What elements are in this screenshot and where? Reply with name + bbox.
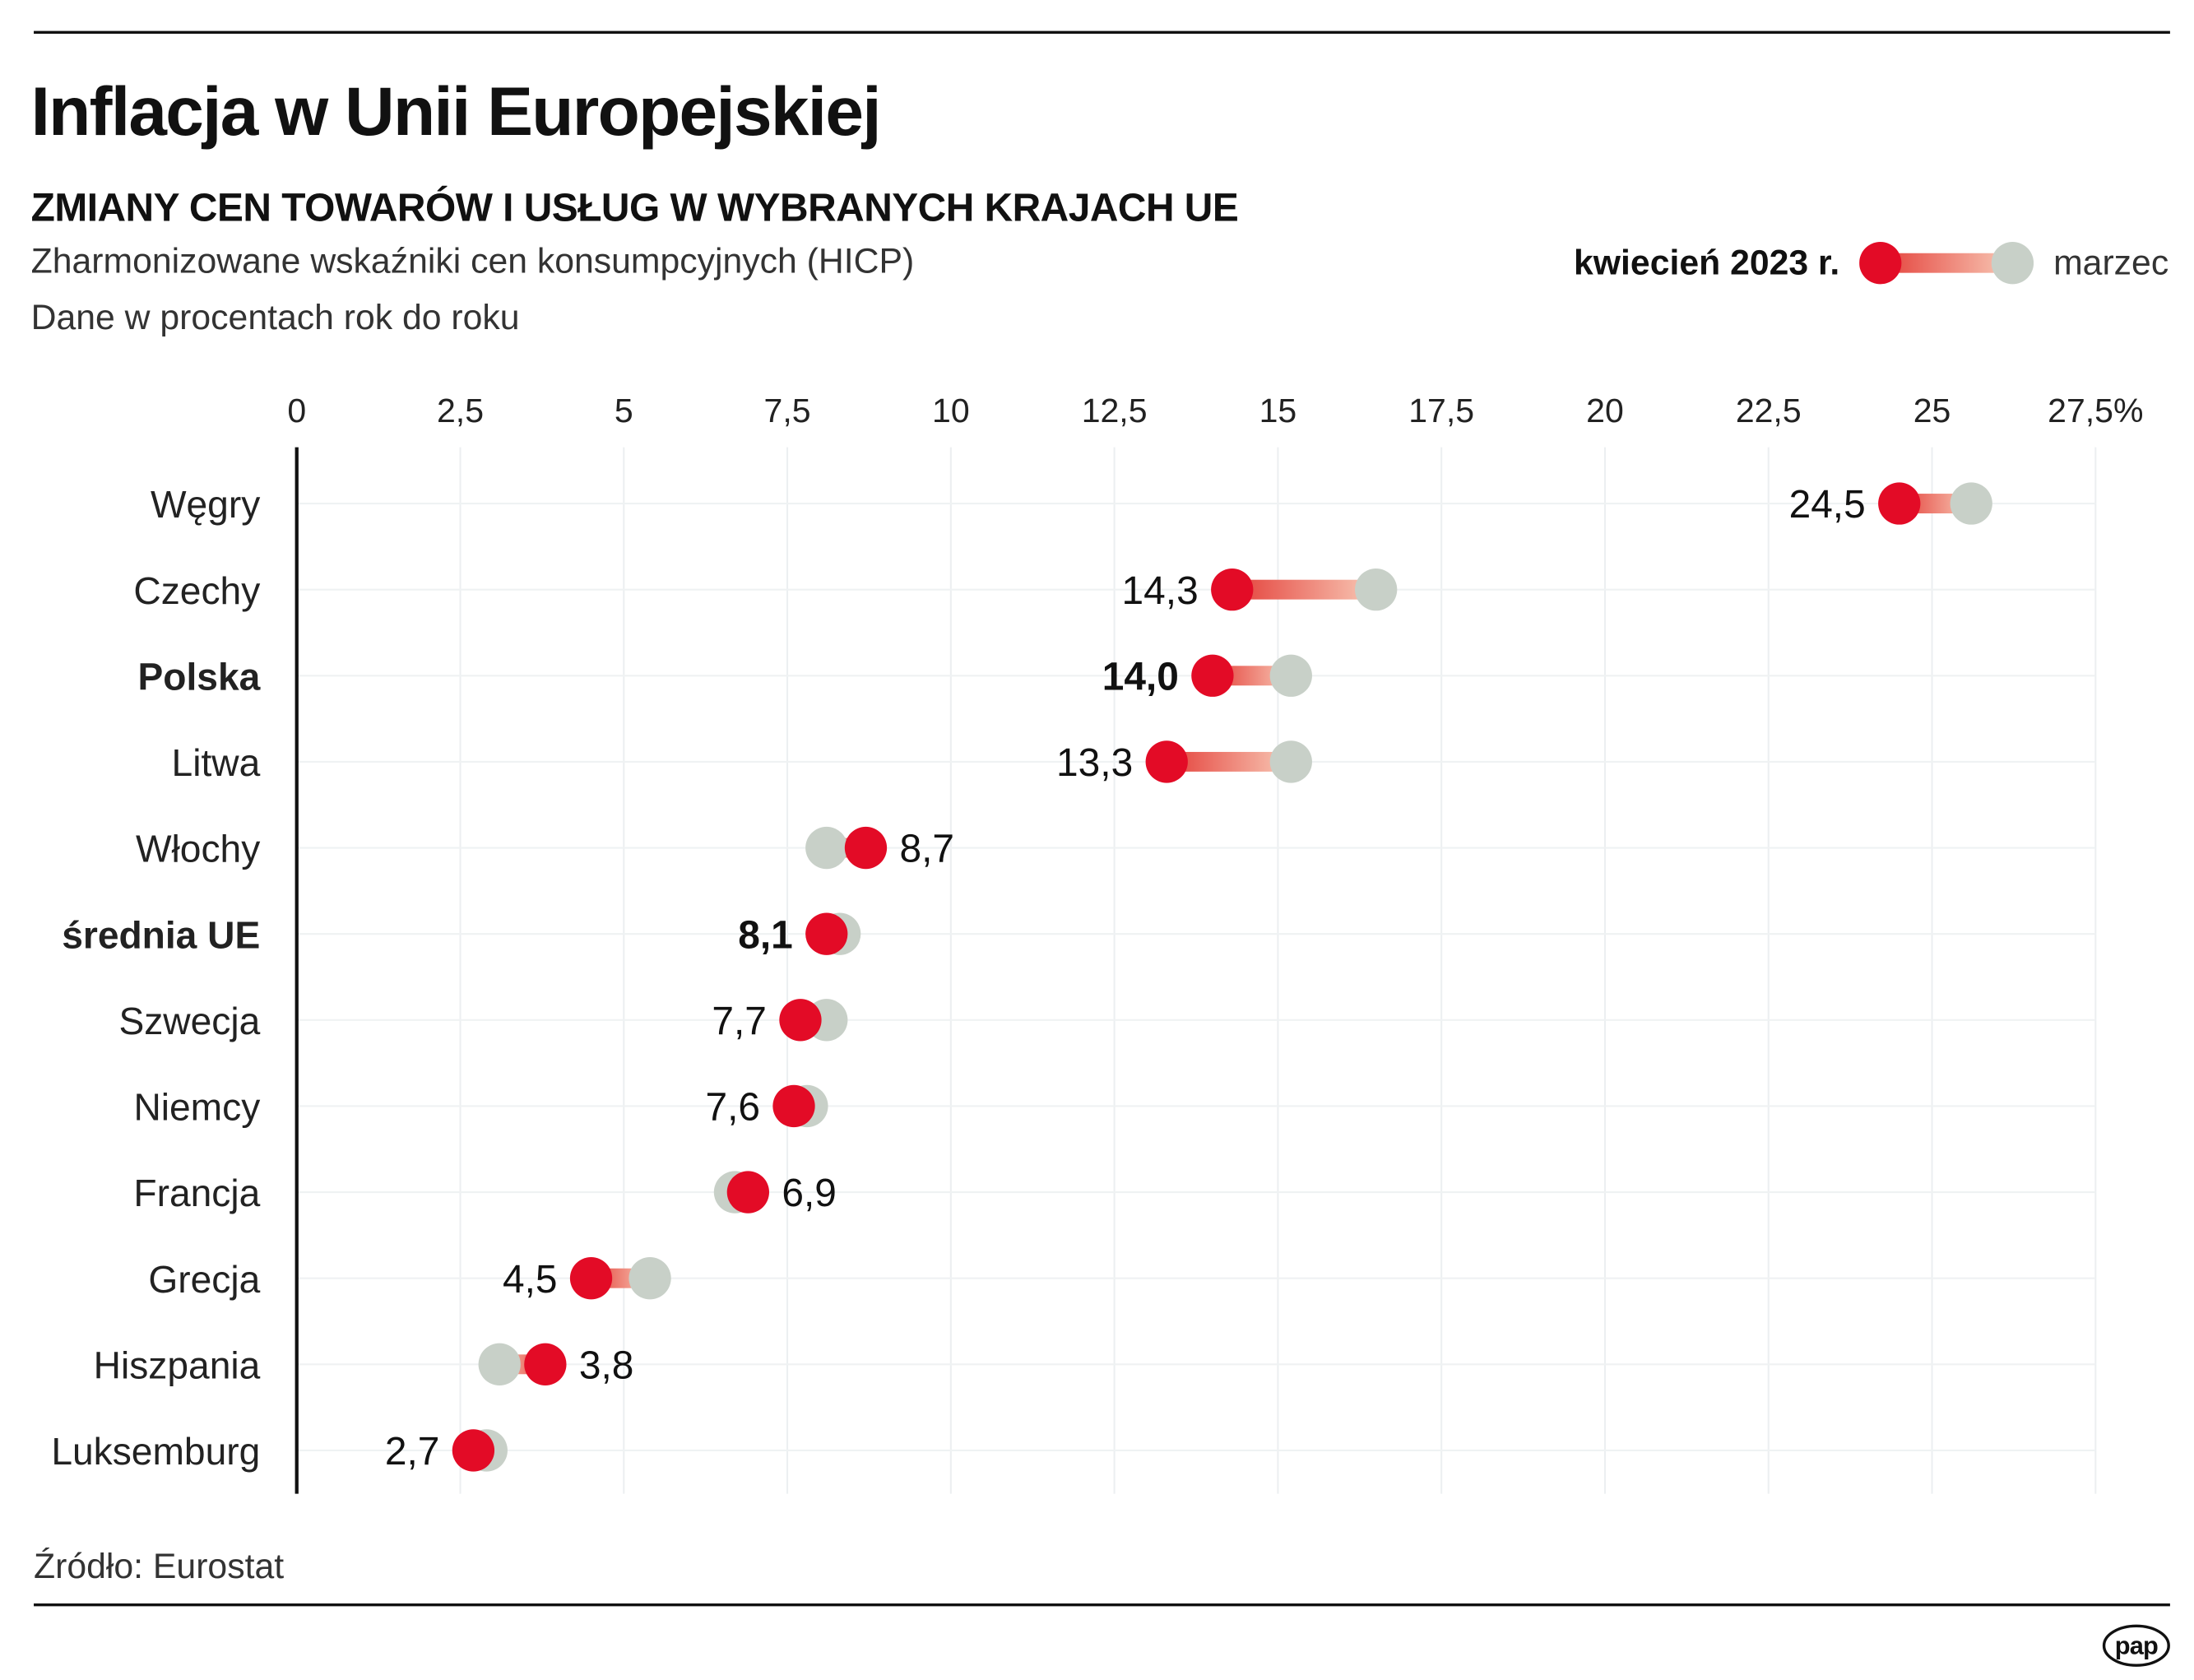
- x-tick-label: 20: [1586, 392, 1624, 429]
- row-7: Niemcy 7,6: [133, 1084, 828, 1130]
- description-line-2: Dane w procentach rok do roku: [30, 298, 520, 338]
- x-tick-label: 17,5: [1408, 392, 1474, 429]
- value-label: 4,5: [503, 1258, 558, 1302]
- category-label: Niemcy: [133, 1086, 260, 1129]
- value-label: 24,5: [1789, 483, 1866, 527]
- pap-logo: pap: [2102, 1624, 2170, 1667]
- current-value-dot: [1878, 482, 1921, 525]
- legend-previous-label: marzec: [2053, 242, 2169, 282]
- row-6: Szwecja 7,7: [118, 999, 848, 1043]
- value-label: 3,8: [579, 1344, 634, 1387]
- previous-value-dot: [629, 1257, 671, 1300]
- row-9: Grecja 4,5: [148, 1257, 671, 1302]
- current-value-dot: [779, 999, 822, 1042]
- row-0: Węgry 24,5: [151, 482, 1992, 527]
- value-label: 14,3: [1122, 569, 1199, 613]
- legend-current-label: kwiecień 2023 r.: [1574, 242, 1840, 282]
- chart-subtitle: ZMIANY CEN TOWARÓW I USŁUG W WYBRANYCH K…: [30, 185, 1239, 230]
- previous-value-dot: [805, 826, 848, 870]
- x-axis-ticks: 0 2,5 5 7,5 10 12,5 15 17,5 20 22,5 25 27,5%: [287, 392, 2143, 429]
- previous-value-dot: [1950, 482, 1992, 525]
- legend-current-dot: [1859, 242, 1902, 285]
- current-value-dot: [1145, 740, 1188, 783]
- top-rule: [34, 30, 2170, 35]
- source-note: Źródło: Eurostat: [34, 1547, 285, 1587]
- row-11: Luksemburg 2,7: [51, 1429, 508, 1473]
- x-tick-label: 22,5: [1736, 392, 1802, 429]
- x-tick-label: 12,5: [1082, 392, 1148, 429]
- row-10: Hiszpania 3,8: [94, 1343, 634, 1387]
- row-8: Francja 6,9: [133, 1171, 837, 1215]
- category-label: Polska: [138, 655, 261, 698]
- x-tick-label: 27,5%: [2048, 392, 2143, 429]
- x-tick-label: 2,5: [437, 392, 484, 429]
- legend-dumbbell: [1859, 242, 2034, 285]
- category-label: Hiszpania: [94, 1344, 261, 1386]
- bottom-rule: [34, 1603, 2170, 1607]
- connector-bar: [1232, 579, 1376, 600]
- category-label: Luksemburg: [51, 1430, 260, 1473]
- row-3: Litwa 13,3: [172, 740, 1312, 785]
- value-label: 7,7: [712, 1000, 767, 1043]
- legend-connector: [1880, 253, 2013, 273]
- category-label: Litwa: [172, 741, 261, 784]
- current-value-dot: [524, 1343, 567, 1385]
- previous-value-dot: [1355, 569, 1398, 611]
- value-label: 14,0: [1102, 655, 1179, 698]
- row-1: Czechy 14,3: [133, 569, 1398, 613]
- x-tick-label: 25: [1913, 392, 1951, 429]
- value-label: 2,7: [385, 1430, 440, 1473]
- row-5: średnia UE 8,1: [62, 912, 861, 957]
- rows: Węgry 24,5 Czechy 14,3 Polska 14,0 Litwa 13,3 Wł…: [51, 482, 1992, 1473]
- chart-title: Inflacja w Unii Europejskiej: [30, 74, 882, 151]
- category-label: Szwecja: [118, 1000, 260, 1042]
- previous-value-dot: [478, 1343, 521, 1385]
- x-tick-label: 10: [932, 392, 970, 429]
- description-line-1: Zharmonizowane wskaźniki cen konsumpcyjn…: [30, 242, 915, 281]
- row-4: Włochy 8,7: [136, 826, 955, 871]
- current-value-dot: [805, 912, 848, 955]
- x-tick-label: 5: [615, 392, 633, 429]
- value-label: 6,9: [782, 1172, 837, 1215]
- current-value-dot: [1211, 569, 1254, 611]
- value-label: 7,6: [705, 1086, 760, 1130]
- current-value-dot: [569, 1257, 613, 1300]
- value-label: 8,1: [738, 913, 793, 957]
- x-tick-label: 15: [1259, 392, 1297, 429]
- current-value-dot: [452, 1429, 495, 1472]
- category-label: Grecja: [148, 1258, 260, 1301]
- row-2: Polska 14,0: [138, 654, 1312, 698]
- category-label: średnia UE: [62, 913, 260, 956]
- svg-text:pap: pap: [2115, 1631, 2158, 1659]
- x-tick-label: 7,5: [764, 392, 811, 429]
- category-label: Węgry: [151, 483, 260, 526]
- value-label: 8,7: [900, 828, 955, 871]
- current-value-dot: [726, 1171, 770, 1214]
- legend-previous-dot: [1991, 242, 2034, 285]
- current-value-dot: [772, 1084, 815, 1128]
- connector-bar: [1167, 751, 1292, 772]
- current-value-dot: [844, 826, 888, 870]
- x-tick-label: 0: [287, 392, 306, 429]
- category-label: Francja: [133, 1172, 260, 1214]
- category-label: Włochy: [136, 828, 260, 870]
- category-label: Czechy: [133, 569, 260, 612]
- legend: kwiecień 2023 r. marzec: [1574, 239, 2168, 287]
- value-label: 13,3: [1056, 741, 1133, 785]
- dumbbell-chart: 0 2,5 5 7,5 10 12,5 15 17,5 20 22,5 25 27,5% Węgry 2…: [51, 392, 2143, 1494]
- current-value-dot: [1191, 654, 1234, 697]
- previous-value-dot: [1269, 740, 1312, 783]
- previous-value-dot: [1269, 654, 1312, 697]
